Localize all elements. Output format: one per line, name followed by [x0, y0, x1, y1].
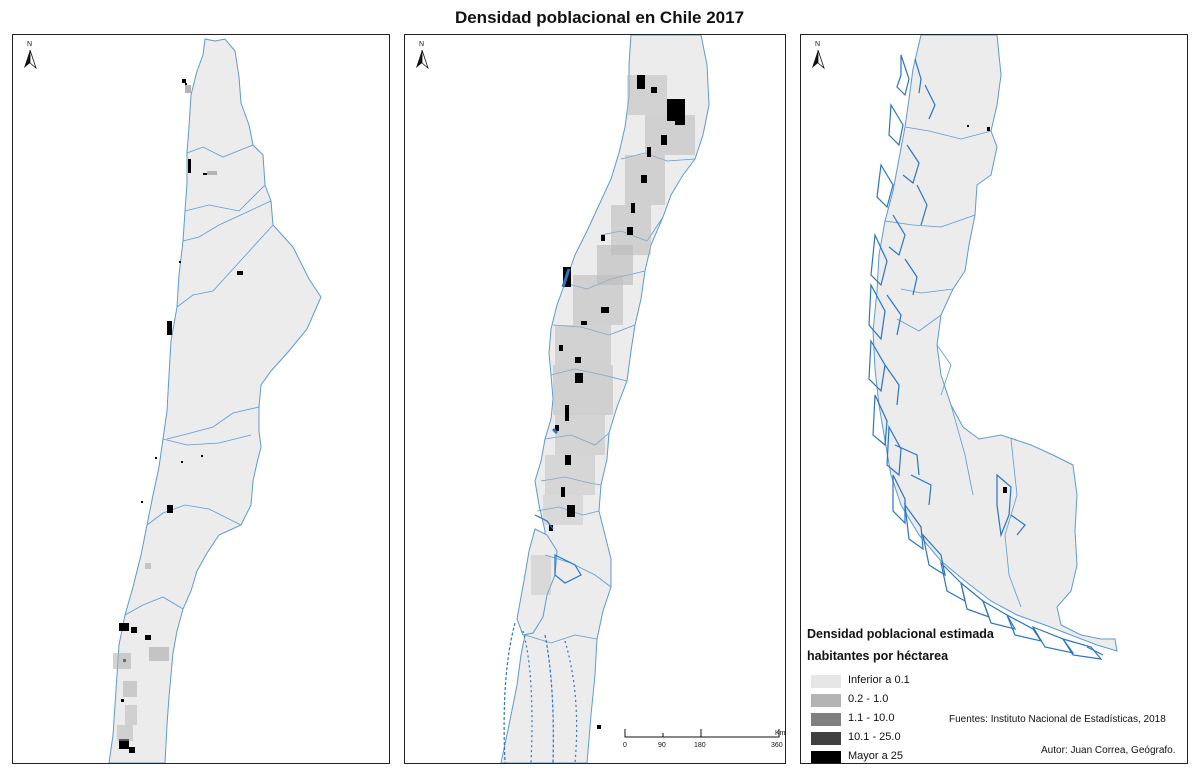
scale-tick-180: 180	[694, 742, 706, 749]
scale-tick-0: 0	[623, 742, 627, 749]
north-arrow: N	[811, 41, 827, 71]
sources-credit: Fuentes: Instituto Nacional de Estadísti…	[949, 714, 1166, 725]
south-region-map	[868, 35, 1118, 660]
north-label: N	[815, 41, 821, 48]
legend-label: 10.1 - 25.0	[848, 731, 901, 743]
fjords	[868, 54, 1104, 660]
legend-label: Mayor a 25	[848, 750, 904, 762]
legend: Densidad poblacional estimada habitantes…	[807, 623, 1177, 763]
scale-unit: Km	[775, 730, 786, 737]
legend-label: 1.1 - 10.0	[848, 712, 895, 724]
map-panel-south: N	[800, 34, 1188, 764]
map-panel-north: N	[12, 34, 390, 764]
legend-swatch	[811, 732, 841, 745]
legend-label: Inferior a 0.1	[848, 674, 910, 686]
map-title: Densidad poblacional en Chile 2017	[454, 8, 745, 27]
north-arrow-icon	[416, 50, 429, 70]
scale-bar: 0 90 180 360 Km	[623, 727, 786, 757]
north-landmass	[108, 38, 322, 763]
legend-swatch	[811, 713, 841, 726]
legend-swatch	[811, 675, 841, 688]
legend-swatch	[811, 751, 841, 763]
scale-tick-360: 360	[771, 742, 783, 749]
map-panel-central: N	[404, 34, 786, 764]
legend-label: 0.2 - 1.0	[848, 693, 889, 705]
north-arrow-icon	[24, 50, 37, 70]
legend-title-line2: habitantes por héctarea	[807, 649, 949, 663]
north-label: N	[27, 41, 33, 48]
patagonia-landmass	[872, 35, 1118, 652]
north-arrow-icon	[812, 50, 825, 70]
author-credit: Autor: Juan Correa, Geógrafo.	[1041, 745, 1176, 756]
north-arrow: N	[23, 41, 39, 71]
north-region-map	[108, 38, 322, 763]
legend-title-line1: Densidad poblacional estimada	[807, 627, 994, 641]
scale-tick-90: 90	[658, 742, 666, 749]
legend-swatch	[811, 694, 841, 707]
north-label: N	[419, 41, 425, 48]
scale-bar-graphic	[624, 729, 780, 738]
north-arrow: N	[415, 41, 431, 71]
central-region-map	[500, 35, 710, 763]
